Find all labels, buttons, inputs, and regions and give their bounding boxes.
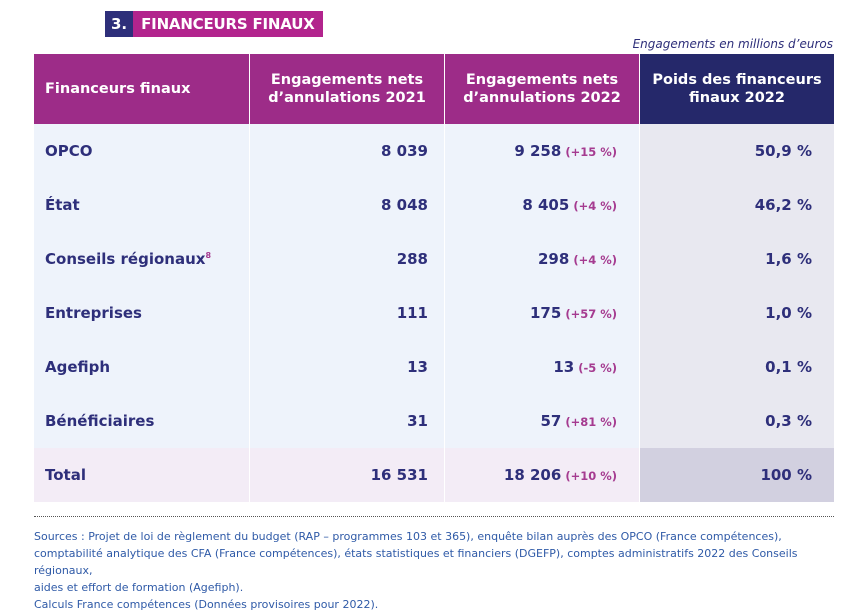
header-poids-2022: Poids des financeurs finaux 2022 bbox=[640, 54, 834, 124]
variation-badge: (+57 %) bbox=[565, 307, 617, 321]
variation-badge: (+15 %) bbox=[565, 145, 617, 159]
variation-badge: (+4 %) bbox=[573, 199, 617, 213]
row-value-2021: 111 bbox=[250, 286, 445, 340]
row-value-2021: 8 039 bbox=[250, 124, 445, 178]
sources-line: Calculs France compétences (Données prov… bbox=[34, 598, 379, 611]
header-engagements-2021: Engagements nets d’annulations 2021 bbox=[250, 54, 445, 124]
row-poids: 1,0 % bbox=[640, 286, 834, 340]
section-heading: FINANCEURS FINAUX bbox=[133, 11, 323, 37]
section-number: 3. bbox=[105, 11, 134, 37]
row-label: Agefiph bbox=[34, 340, 250, 394]
row-value-2022: 13 (-5 %) bbox=[445, 340, 640, 394]
header-financeurs: Financeurs finaux bbox=[34, 54, 250, 124]
row-value-2021: 13 bbox=[250, 340, 445, 394]
row-poids: 0,3 % bbox=[640, 394, 834, 448]
table-row: Agefiph 13 13 (-5 %) 0,1 % bbox=[34, 340, 834, 394]
sources-line: Sources : Projet de loi de règlement du … bbox=[34, 530, 782, 543]
row-poids: 0,1 % bbox=[640, 340, 834, 394]
unit-note: Engagements en millions d’euros bbox=[632, 37, 833, 51]
total-poids: 100 % bbox=[640, 448, 834, 502]
section-title: 3. FINANCEURS FINAUX bbox=[105, 11, 323, 37]
row-value-2022: 9 258 (+15 %) bbox=[445, 124, 640, 178]
table-row: État 8 048 8 405 (+4 %) 46,2 % bbox=[34, 178, 834, 232]
table-row: Entreprises 111 175 (+57 %) 1,0 % bbox=[34, 286, 834, 340]
row-value-2021: 31 bbox=[250, 394, 445, 448]
header-engagements-2022: Engagements nets d’annulations 2022 bbox=[445, 54, 640, 124]
total-value-2021: 16 531 bbox=[250, 448, 445, 502]
sources-line: aides et effort de formation (Agefiph). bbox=[34, 581, 244, 594]
sources-line: comptabilité analytique des CFA (France … bbox=[34, 547, 798, 577]
footnote-marker: 8 bbox=[205, 251, 212, 260]
row-poids: 46,2 % bbox=[640, 178, 834, 232]
total-row: Total 16 531 18 206 (+10 %) 100 % bbox=[34, 448, 834, 502]
table-row: OPCO 8 039 9 258 (+15 %) 50,9 % bbox=[34, 124, 834, 178]
table-header-row: Financeurs finaux Engagements nets d’ann… bbox=[34, 54, 834, 124]
table-row: Conseils régionaux8 288 298 (+4 %) 1,6 % bbox=[34, 232, 834, 286]
row-value-2021: 288 bbox=[250, 232, 445, 286]
row-value-2022: 57 (+81 %) bbox=[445, 394, 640, 448]
row-value-2022: 8 405 (+4 %) bbox=[445, 178, 640, 232]
row-poids: 50,9 % bbox=[640, 124, 834, 178]
row-value-2022: 175 (+57 %) bbox=[445, 286, 640, 340]
row-label: Conseils régionaux8 bbox=[34, 232, 250, 286]
row-label: OPCO bbox=[34, 124, 250, 178]
total-label: Total bbox=[34, 448, 250, 502]
table-row: Bénéficiaires 31 57 (+81 %) 0,3 % bbox=[34, 394, 834, 448]
total-value-2022: 18 206 (+10 %) bbox=[445, 448, 640, 502]
variation-badge: (+81 %) bbox=[565, 415, 617, 429]
row-label: Bénéficiaires bbox=[34, 394, 250, 448]
variation-badge: (+4 %) bbox=[573, 253, 617, 267]
row-label: État bbox=[34, 178, 250, 232]
financeurs-table: Financeurs finaux Engagements nets d’ann… bbox=[34, 54, 834, 502]
row-value-2021: 8 048 bbox=[250, 178, 445, 232]
row-label: Entreprises bbox=[34, 286, 250, 340]
dotted-divider bbox=[34, 516, 834, 517]
row-poids: 1,6 % bbox=[640, 232, 834, 286]
row-value-2022: 298 (+4 %) bbox=[445, 232, 640, 286]
sources-note: Sources : Projet de loi de règlement du … bbox=[34, 528, 844, 612]
variation-badge: (-5 %) bbox=[578, 361, 617, 375]
variation-badge: (+10 %) bbox=[565, 469, 617, 483]
